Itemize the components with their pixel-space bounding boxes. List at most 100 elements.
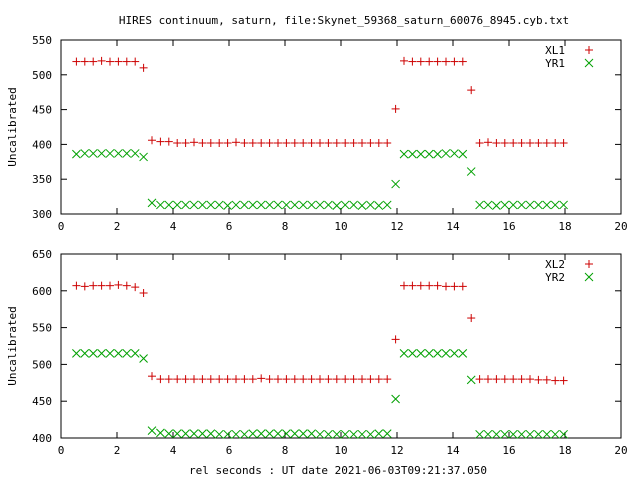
data-point: [492, 375, 501, 384]
data-point: [492, 201, 501, 211]
y-tick-label: 550: [32, 322, 52, 335]
data-point: [534, 375, 543, 384]
data-point: [256, 429, 266, 438]
data-point: [80, 57, 89, 66]
data-point: [542, 375, 551, 384]
data-point: [458, 282, 467, 291]
data-point: [484, 138, 492, 147]
data-point: [89, 57, 98, 66]
x-tick-label: 18: [558, 220, 571, 233]
data-point: [550, 429, 560, 439]
data-point: [374, 375, 383, 384]
plot-frame: [60, 253, 622, 439]
data-point: [97, 149, 106, 158]
data-point: [483, 429, 493, 439]
data-point: [400, 281, 408, 290]
data-point: [181, 200, 190, 210]
data-point: [307, 429, 316, 438]
data-point: [525, 200, 535, 210]
data-point: [383, 139, 392, 148]
data-point: [349, 200, 358, 210]
data-point: [181, 375, 190, 384]
data-point: [156, 137, 165, 146]
data-point: [316, 139, 324, 148]
data-point: [559, 429, 568, 439]
data-point: [298, 429, 308, 438]
data-point: [358, 139, 366, 148]
data-point: [349, 139, 358, 148]
data-point: [408, 149, 417, 159]
data-point: [274, 139, 282, 148]
plot-frame: [60, 39, 622, 215]
data-point: [408, 57, 417, 66]
data-point: [349, 429, 358, 439]
data-point: [416, 349, 426, 358]
data-point: [475, 375, 484, 384]
data-point: [290, 200, 300, 210]
data-point: [248, 429, 258, 438]
data-point: [500, 200, 510, 210]
data-point: [416, 149, 426, 159]
data-point: [122, 57, 131, 66]
legend-marker: [585, 46, 593, 54]
data-point: [282, 375, 291, 384]
data-point: [450, 349, 459, 358]
data-point: [240, 139, 249, 148]
legend-marker: [584, 58, 594, 68]
data-point: [340, 429, 350, 439]
y-tick-label: 500: [32, 69, 52, 82]
data-point: [198, 200, 207, 210]
data-point: [382, 200, 392, 210]
data-point: [358, 375, 366, 384]
data-point: [274, 375, 282, 384]
data-point: [232, 375, 240, 384]
data-point: [97, 349, 106, 358]
data-point: [559, 200, 568, 210]
data-point: [273, 200, 283, 210]
data-point: [517, 429, 526, 439]
x-tick-label: 6: [226, 444, 233, 457]
data-point: [315, 429, 325, 439]
x-tick-label: 10: [334, 220, 347, 233]
x-tick-label: 14: [446, 444, 460, 457]
y-tick-label: 500: [32, 358, 52, 371]
data-point: [106, 281, 114, 290]
data-point: [299, 375, 308, 384]
x-tick-label: 2: [114, 220, 121, 233]
x-tick-label: 16: [502, 220, 515, 233]
data-point: [223, 429, 232, 439]
data-point: [492, 429, 501, 439]
data-point: [332, 139, 341, 148]
data-point: [425, 281, 434, 290]
data-point: [559, 139, 568, 148]
data-point: [122, 281, 131, 290]
figure-title: HIRES continuum, saturn, file:Skynet_593…: [119, 14, 569, 27]
data-point: [290, 429, 300, 438]
data-point: [206, 375, 215, 384]
x-tick-label: 4: [170, 444, 177, 457]
data-point: [542, 139, 551, 148]
data-point: [542, 200, 552, 210]
data-point: [97, 281, 106, 290]
data-point: [307, 375, 316, 384]
data-point: [424, 149, 434, 159]
data-point: [130, 149, 140, 158]
data-point: [88, 349, 98, 358]
data-point: [156, 375, 165, 384]
data-point: [391, 179, 400, 189]
data-point: [172, 200, 182, 210]
data-point: [139, 63, 148, 72]
data-point: [190, 138, 198, 147]
data-point: [256, 200, 266, 210]
data-point: [400, 56, 408, 65]
data-point: [391, 104, 400, 113]
data-point: [508, 200, 518, 210]
data-point: [475, 429, 484, 439]
data-point: [425, 57, 434, 66]
x-tick-label: 20: [614, 220, 627, 233]
data-point: [433, 149, 442, 159]
data-point: [332, 375, 341, 384]
data-point: [332, 201, 342, 211]
x-tick-label: 16: [502, 444, 515, 457]
legend-label: YR2: [545, 271, 565, 284]
